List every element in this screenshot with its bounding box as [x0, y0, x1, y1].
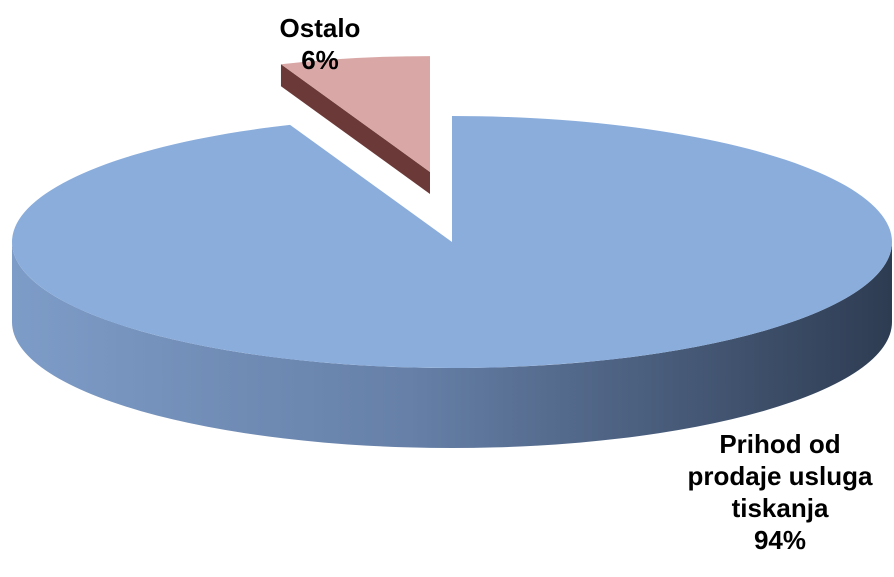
slice-top-ostalo [280, 56, 430, 172]
slice-label-prihod: Prihod od prodaje usluga tiskanja 94% [665, 428, 894, 556]
slice-label-ostalo: Ostalo 6% [240, 12, 400, 76]
slice-name-ostalo: Ostalo [279, 13, 361, 43]
slice-side-ostalo [280, 64, 430, 194]
slice-top-prihod [11, 116, 892, 368]
slice-percent-ostalo: 6% [301, 45, 339, 75]
slice-percent-prihod: 94% [753, 525, 807, 555]
slice-side-prihod [12, 242, 892, 448]
slice-name-prihod-line2: prodaje usluga [687, 461, 873, 491]
slice-name-prihod-line1: Prihod od [719, 429, 841, 459]
slice-name-prihod-line3: tiskanja [731, 493, 829, 523]
